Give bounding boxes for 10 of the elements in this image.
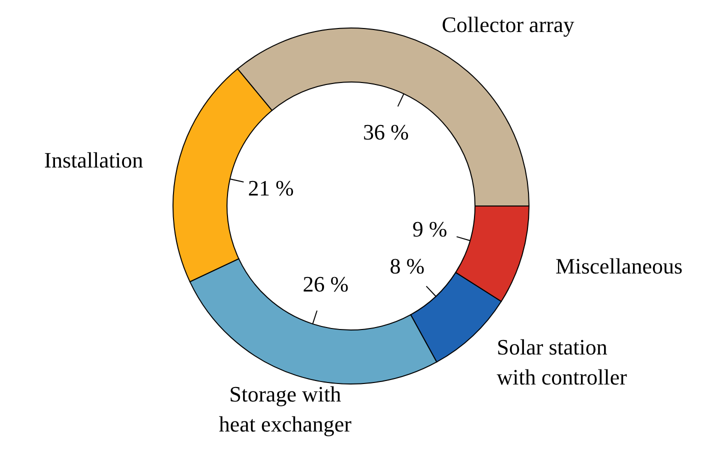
slice-label: Collector array xyxy=(442,12,574,36)
data-label: 8 % xyxy=(390,253,425,278)
data-label: 21 % xyxy=(248,176,294,201)
data-label: 26 % xyxy=(302,271,349,296)
slice-label: Miscellaneous xyxy=(556,252,683,278)
slice-label: Solar station with controller xyxy=(496,334,628,389)
slice-label: Storage with heat exchanger xyxy=(218,381,352,436)
data-label: 36 % xyxy=(363,119,409,144)
slice-label: Installation xyxy=(44,147,144,172)
data-label: 9 % xyxy=(412,216,448,242)
